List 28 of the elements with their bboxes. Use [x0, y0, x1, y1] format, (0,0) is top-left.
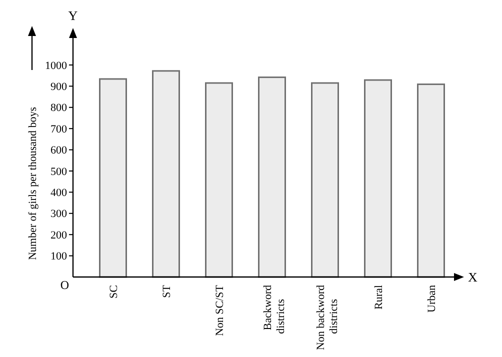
y-tick-label: 100 [50, 250, 68, 263]
bar [417, 84, 445, 278]
x-tick-label: SC [108, 285, 120, 298]
y-tick-label: 400 [50, 187, 68, 200]
bar [152, 70, 180, 278]
bar [311, 82, 339, 278]
x-tick-label: ST [161, 284, 173, 298]
y-tick-label: 600 [50, 144, 68, 157]
text: X [468, 270, 478, 285]
y-axis-title: Number of girls per thousand boys [27, 106, 39, 260]
text: Y [68, 8, 78, 23]
x-tick-label: Rural [373, 285, 385, 310]
y-tick-label: 800 [50, 102, 68, 114]
text: O [60, 278, 70, 292]
y-tick-label: 300 [50, 208, 68, 220]
y-tick-label: 900 [50, 81, 68, 94]
bar [205, 82, 233, 278]
x-tick-label: Urban [426, 284, 438, 312]
y-tick-label: 700 [50, 123, 68, 136]
y-tick-label: 1000 [45, 60, 68, 72]
bar [99, 78, 127, 278]
bar [364, 79, 392, 278]
y-tick-label: 200 [50, 229, 68, 242]
x-tick-label: Backword districts [262, 284, 287, 334]
y-tick-label: 500 [50, 166, 68, 178]
x-tick-label: Non backword districts [315, 284, 340, 350]
x-tick-label: Non SC/ST [214, 284, 226, 336]
bar [258, 76, 286, 278]
